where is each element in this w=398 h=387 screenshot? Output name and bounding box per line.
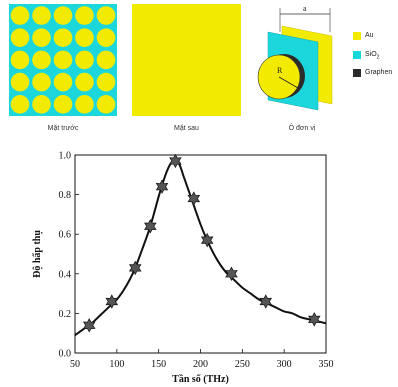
chart-ticks: 50 100 150 200 250 300 350 0.0 0.2 0.4 0.6 0.8 1.0 [59, 151, 334, 371]
gold-disk [32, 95, 51, 114]
gold-disk [53, 72, 73, 92]
plot-frame [74, 154, 327, 354]
gold-disk-array [10, 6, 116, 114]
legend-swatch-au [353, 32, 361, 40]
y-axis-label: Độ hấp thụ [32, 230, 43, 278]
y-tick-label: 0.2 [59, 309, 72, 320]
legend-label-graphen: Graphen [365, 69, 393, 76]
data-marker [105, 294, 119, 309]
absorption-curve [74, 159, 327, 336]
gold-disk [53, 50, 73, 70]
x-tick-label: 200 [193, 359, 208, 370]
legend-label-sio2-main: SiO [365, 51, 377, 58]
data-marker [144, 219, 157, 234]
x-tick-label: 50 [70, 359, 80, 370]
y-tick-label: 1.0 [59, 151, 72, 162]
gold-disk [10, 6, 30, 25]
unit-cell-diagram: a R [257, 4, 333, 111]
gold-disk [96, 95, 116, 114]
gold-disk [53, 6, 73, 25]
legend-label-au: Au [365, 32, 374, 39]
data-marker [308, 312, 321, 327]
x-tick-label: 350 [319, 359, 334, 370]
x-tick-label: 250 [235, 359, 250, 370]
data-marker [187, 191, 201, 206]
gold-disk [96, 6, 116, 25]
chart-axes [74, 154, 327, 354]
gold-disk [32, 72, 51, 92]
measured-markers [82, 153, 321, 333]
data-marker [128, 260, 142, 276]
front-face-caption: Mặt trước [47, 125, 79, 132]
gold-disk [10, 28, 30, 47]
gold-disk [32, 28, 51, 47]
gold-disk [10, 50, 30, 70]
data-marker [169, 153, 182, 169]
gold-disk [32, 50, 51, 70]
gold-disk [75, 28, 94, 47]
back-face-gold [132, 4, 241, 116]
x-tick-label: 100 [109, 359, 124, 370]
gold-disk [75, 50, 94, 70]
y-tick-label: 0.4 [59, 269, 72, 280]
gold-disk [75, 6, 94, 25]
data-marker [155, 179, 169, 194]
gold-disk [10, 72, 30, 92]
gold-disk [53, 95, 73, 114]
data-marker [200, 232, 214, 248]
gold-disk [96, 50, 116, 70]
gold-disk [53, 28, 73, 47]
data-marker [225, 266, 238, 282]
legend-swatch-graphen [353, 69, 361, 77]
y-tick-label: 0.0 [59, 349, 72, 360]
radius-line [278, 76, 299, 89]
absorption-chart: 50 100 150 200 250 300 350 0.0 0.2 0.4 0.6 0.8 1.0 T… [32, 151, 334, 386]
legend-label-sio2-sub: 2 [376, 54, 380, 61]
front-face-pattern [9, 4, 117, 116]
y-tick-label: 0.8 [59, 190, 72, 201]
gold-disk [32, 6, 51, 25]
x-tick-label: 300 [277, 359, 292, 370]
gold-disk [75, 72, 94, 92]
x-tick-label: 150 [151, 359, 166, 370]
unit-cell-caption: Ô đơn vị [288, 125, 316, 132]
data-marker [82, 318, 96, 333]
gold-disk [96, 28, 116, 47]
x-axis-label: Tần số (THz) [172, 374, 229, 385]
gold-disk [75, 95, 94, 114]
data-marker [259, 294, 273, 309]
legend-label-sio2: SiO2 [365, 51, 379, 60]
dimension-label-a: a [303, 4, 307, 13]
gold-disk [10, 95, 30, 114]
back-face-caption: Mặt sau [174, 125, 199, 132]
radius-label-R: R [277, 66, 283, 75]
y-tick-label: 0.6 [59, 230, 72, 241]
gold-disk [96, 72, 116, 92]
legend-swatch-sio2 [353, 51, 361, 59]
